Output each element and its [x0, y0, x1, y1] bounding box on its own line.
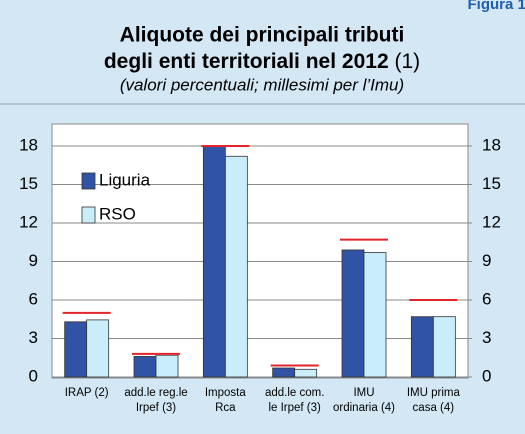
y2-tick-label: 6: [482, 289, 491, 308]
x-tick-label: Rca: [215, 402, 236, 414]
y2-tick-label: 15: [482, 174, 501, 193]
legend-swatch: [81, 206, 96, 224]
x-tick-label: Imposta: [205, 387, 247, 399]
bar: [272, 367, 296, 378]
x-tick-label: casa (4): [413, 402, 455, 414]
bar: [294, 368, 318, 378]
x-tick-label: Irpef (3): [136, 402, 176, 414]
figure-label: Figura 1.: [467, 0, 525, 13]
x-tick-label: IMU prima: [407, 387, 461, 399]
x-tick-label: add.le reg.le: [124, 387, 187, 399]
legend-label: Liguria: [99, 170, 151, 189]
title-note: (1): [394, 50, 420, 73]
plot-area: [51, 123, 469, 379]
chart-title: Aliquote dei principali tributi: [120, 24, 405, 47]
y-tick-label: 3: [29, 328, 38, 347]
bar: [202, 145, 226, 378]
y2-tick-label: 18: [482, 135, 501, 154]
bar: [432, 316, 456, 378]
bar: [133, 356, 157, 378]
y-tick-label: 9: [29, 251, 38, 270]
bar: [363, 252, 387, 378]
y2-tick-label: 9: [482, 251, 491, 270]
bar: [224, 155, 248, 378]
y2-tick-label: 12: [482, 212, 501, 231]
y2-tick-label: 0: [482, 366, 491, 385]
legend-swatch: [81, 172, 96, 190]
legend-label: RSO: [99, 204, 136, 223]
bar: [155, 354, 179, 378]
bar: [64, 321, 88, 378]
chart-subtitle: (valori percentuali; millesimi per l’Imu…: [120, 75, 404, 94]
x-tick-label: IMU: [353, 387, 374, 399]
x-tick-label: add.le com.: [265, 387, 324, 399]
y-tick-label: 15: [19, 174, 38, 193]
bar: [341, 249, 365, 378]
x-tick-label: ordinaria (4): [333, 402, 395, 414]
chart-title: degli enti territoriali nel 2012: [104, 50, 389, 73]
y-tick-label: 6: [29, 289, 38, 308]
bar: [410, 316, 434, 378]
bar: [86, 319, 110, 378]
y-tick-label: 0: [29, 366, 38, 385]
x-tick-label: IRAP (2): [65, 387, 109, 399]
chart-title: degli enti territoriali nel 2012 (1): [104, 50, 420, 73]
y2-tick-label: 3: [482, 328, 491, 347]
x-tick-label: le Irpef (3): [268, 402, 321, 414]
y-tick-label: 18: [19, 135, 38, 154]
y-tick-label: 12: [19, 212, 38, 231]
